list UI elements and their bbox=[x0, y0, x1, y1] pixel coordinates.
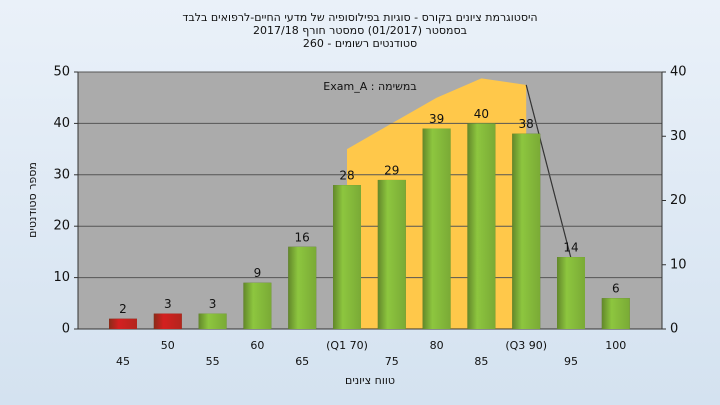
x-tick-label: 95 bbox=[564, 355, 578, 368]
x-tick-label: 65 bbox=[295, 355, 309, 368]
x-tick-label: 80 bbox=[430, 339, 444, 352]
bar bbox=[422, 128, 451, 329]
annotation: במשימה : Exam_A bbox=[323, 80, 416, 93]
x-tick-label: (Q1 70) bbox=[326, 339, 368, 352]
data-label: 39 bbox=[429, 112, 444, 126]
data-label: 38 bbox=[519, 117, 534, 131]
data-label: 3 bbox=[164, 297, 172, 311]
bar bbox=[333, 185, 361, 329]
chart-title: היסטוגרמת ציונים בקורס - סוגיות בפילוסופ… bbox=[182, 11, 537, 24]
x-axis-label: טווח ציונים bbox=[345, 374, 395, 387]
y2-tick-label: 20 bbox=[670, 193, 687, 208]
x-tick-label: 55 bbox=[206, 355, 220, 368]
y-tick-label: 20 bbox=[53, 219, 70, 234]
y2-tick-label: 0 bbox=[670, 322, 678, 337]
x-tick-label: 85 bbox=[474, 355, 488, 368]
bar bbox=[198, 313, 227, 329]
bar bbox=[288, 246, 317, 329]
bar bbox=[467, 123, 496, 330]
y-tick-label: 50 bbox=[53, 65, 70, 80]
y-tick-label: 0 bbox=[62, 322, 70, 337]
bar bbox=[377, 179, 406, 329]
data-label: 14 bbox=[563, 241, 578, 255]
x-tick-label: 75 bbox=[385, 355, 399, 368]
x-tick-label: 100 bbox=[605, 339, 626, 352]
data-label: 9 bbox=[254, 266, 262, 280]
y2-tick-label: 10 bbox=[670, 257, 687, 272]
y2-tick-label: 30 bbox=[670, 129, 687, 144]
x-tick-label: 50 bbox=[161, 339, 175, 352]
y-tick-label: 40 bbox=[53, 116, 70, 131]
y2-tick-label: 40 bbox=[670, 65, 687, 80]
data-label: 6 bbox=[612, 282, 620, 296]
bar bbox=[557, 257, 585, 329]
x-tick-label: 60 bbox=[250, 339, 264, 352]
bar bbox=[153, 313, 182, 329]
bar bbox=[109, 318, 137, 329]
chart-subtitle: סטודנטים רשומים - 260 bbox=[303, 37, 417, 50]
data-label: 29 bbox=[384, 163, 399, 177]
bar bbox=[243, 282, 272, 329]
data-label: 28 bbox=[339, 169, 354, 183]
x-tick-label: (Q3 90) bbox=[505, 339, 547, 352]
y-axis-label: מספר סטודנטים bbox=[26, 162, 39, 238]
bar bbox=[512, 133, 541, 329]
y-tick-label: 10 bbox=[53, 270, 70, 285]
chart-subtitle: בסמסטר (01/2017) סמסטר חורף 2017/18 bbox=[253, 24, 467, 37]
overlay-line bbox=[525, 84, 572, 259]
bar bbox=[601, 298, 630, 329]
data-label: 16 bbox=[295, 230, 310, 244]
x-tick-label: 45 bbox=[116, 355, 130, 368]
data-label: 2 bbox=[119, 302, 127, 316]
data-label: 40 bbox=[474, 107, 489, 121]
data-label: 3 bbox=[209, 297, 217, 311]
y-tick-label: 30 bbox=[53, 167, 70, 182]
